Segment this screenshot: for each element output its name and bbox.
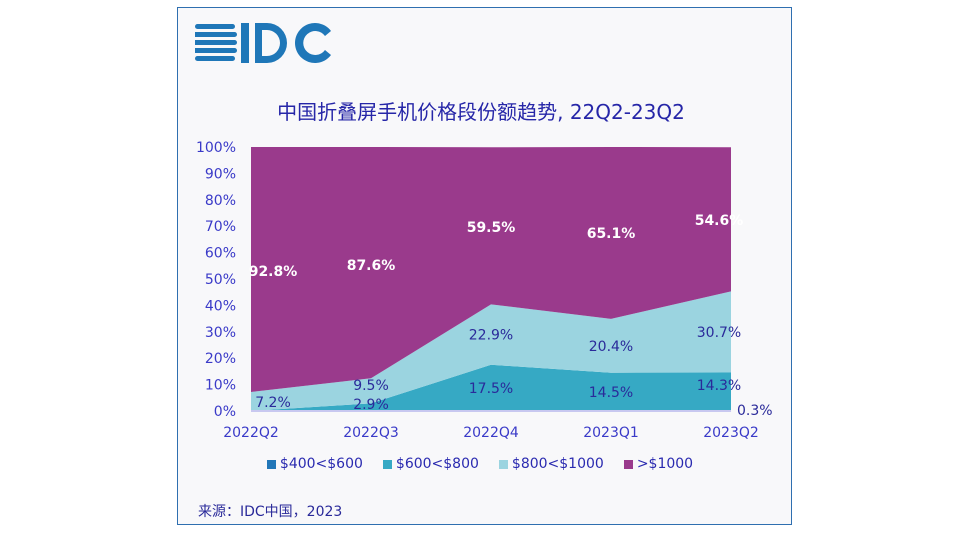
legend-label: >$1000 <box>636 456 694 472</box>
data-label: 17.5% <box>469 381 513 397</box>
data-label: 22.9% <box>469 328 513 344</box>
data-label: 65.1% <box>587 226 636 242</box>
legend-swatch <box>498 459 508 469</box>
y-tick-label: 10% <box>205 378 236 394</box>
data-label: 59.5% <box>467 220 516 236</box>
y-tick-label: 0% <box>214 404 236 420</box>
data-label: 14.5% <box>589 385 633 401</box>
y-tick-label: 30% <box>205 325 236 341</box>
x-tick-label: 2022Q4 <box>463 425 519 441</box>
legend-swatch <box>382 459 392 469</box>
area-series-2 <box>251 291 731 411</box>
y-tick-label: 70% <box>205 219 236 235</box>
legend-item: $400<$600 <box>266 456 363 472</box>
x-tick-label: 2023Q1 <box>583 425 639 441</box>
data-label: 0.3% <box>737 403 773 419</box>
x-tick-label: 2023Q2 <box>703 425 759 441</box>
y-tick-label: 40% <box>205 298 236 314</box>
legend-label: $400<$600 <box>279 456 363 472</box>
data-label: 20.4% <box>589 339 633 355</box>
legend-label: $800<$1000 <box>511 456 604 472</box>
y-tick-label: 60% <box>205 246 236 262</box>
y-tick-label: 50% <box>205 272 236 288</box>
legend-swatch <box>623 459 633 469</box>
chart-title: 中国折叠屏手机价格段份额趋势, 22Q2-23Q2 <box>277 100 685 124</box>
data-label: 92.8% <box>249 264 298 280</box>
y-tick-label: 100% <box>196 140 236 156</box>
x-tick-label: 2022Q3 <box>343 425 399 441</box>
y-tick-label: 80% <box>205 193 236 209</box>
y-tick-label: 20% <box>205 351 236 367</box>
area-series-3 <box>251 147 731 392</box>
area-series-1 <box>251 364 731 411</box>
source-note: 来源：IDC中国，2023 <box>198 504 343 520</box>
idc-logo <box>195 23 331 63</box>
data-label: 9.5% <box>353 378 389 394</box>
legend-label: $600<$800 <box>395 456 479 472</box>
legend: $400<$600 $600<$800 $800<$1000 >$1000 <box>0 456 962 472</box>
data-label: 7.2% <box>255 395 291 411</box>
data-label: 87.6% <box>347 258 396 274</box>
data-label: 54.6% <box>695 213 744 229</box>
data-label: 30.7% <box>697 325 741 341</box>
x-tick-label: 2022Q2 <box>223 425 279 441</box>
y-tick-label: 90% <box>205 166 236 182</box>
data-label: 2.9% <box>353 397 389 413</box>
legend-item: $800<$1000 <box>498 456 604 472</box>
legend-item: $600<$800 <box>382 456 479 472</box>
data-label: 14.3% <box>697 378 741 394</box>
legend-item: >$1000 <box>623 456 694 472</box>
legend-swatch <box>266 459 276 469</box>
